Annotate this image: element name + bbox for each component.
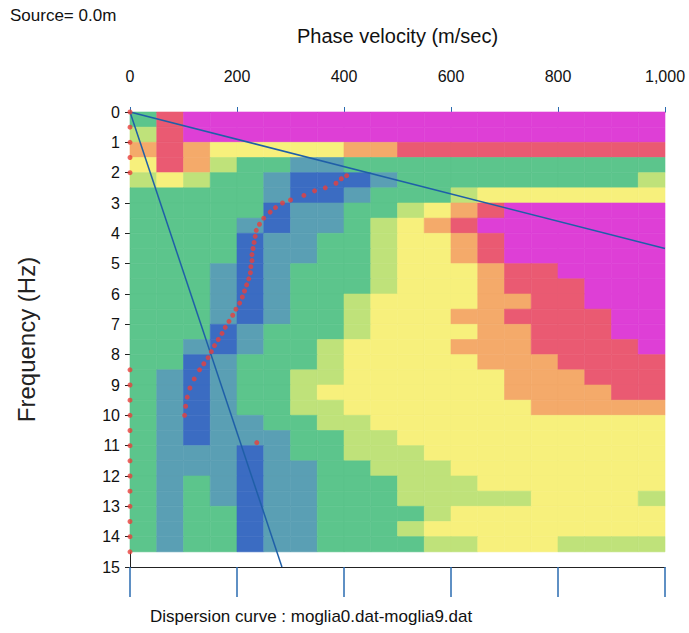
svg-text:11: 11	[103, 437, 120, 454]
svg-text:800: 800	[545, 68, 572, 85]
svg-text:2: 2	[111, 164, 120, 181]
svg-text:600: 600	[438, 68, 465, 85]
svg-text:15: 15	[102, 559, 120, 576]
svg-text:5: 5	[111, 255, 120, 272]
svg-text:14: 14	[102, 528, 120, 545]
svg-text:6: 6	[111, 286, 120, 303]
svg-text:8: 8	[111, 346, 120, 363]
svg-text:1: 1	[111, 134, 120, 151]
svg-text:Frequency (Hz): Frequency (Hz)	[13, 257, 40, 422]
svg-text:Phase velocity (m/sec): Phase velocity (m/sec)	[297, 25, 498, 47]
svg-text:3: 3	[111, 195, 120, 212]
svg-text:200: 200	[224, 68, 251, 85]
svg-text:400: 400	[331, 68, 358, 85]
svg-text:7: 7	[111, 316, 120, 333]
svg-text:Dispersion curve : moglia0.dat: Dispersion curve : moglia0.dat-moglia9.d…	[150, 607, 472, 626]
svg-text:0: 0	[126, 68, 135, 85]
svg-text:1,000: 1,000	[645, 68, 685, 85]
svg-text:9: 9	[111, 377, 120, 394]
svg-text:13: 13	[102, 498, 120, 515]
svg-text:10: 10	[102, 407, 120, 424]
svg-text:0: 0	[111, 104, 120, 121]
svg-text:12: 12	[102, 468, 120, 485]
svg-text:4: 4	[111, 225, 120, 242]
svg-text:Source= 0.0m: Source= 0.0m	[10, 6, 116, 25]
